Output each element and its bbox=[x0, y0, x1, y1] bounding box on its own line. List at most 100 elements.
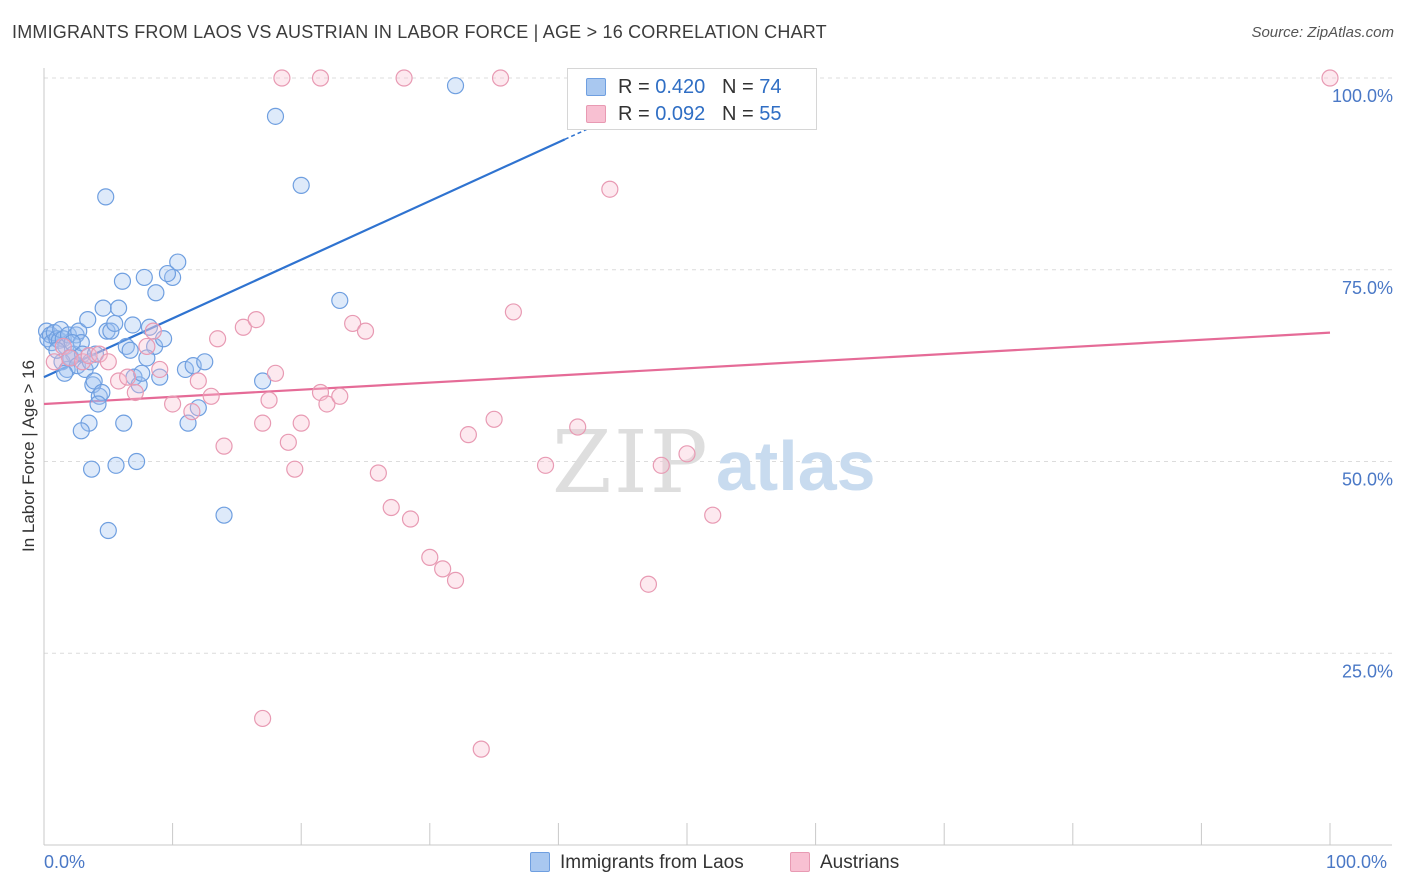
data-point bbox=[279, 433, 297, 451]
data-point bbox=[446, 77, 465, 95]
trend-lines bbox=[43, 121, 1331, 406]
data-point bbox=[215, 437, 233, 455]
data-point bbox=[215, 506, 233, 524]
data-point bbox=[504, 303, 522, 321]
legend-n-label: N = bbox=[721, 76, 760, 98]
data-point bbox=[1321, 69, 1339, 87]
legend-n-value: 55 bbox=[759, 103, 782, 125]
data-point bbox=[135, 268, 153, 287]
x-axis-min-label: 0.0% bbox=[44, 852, 86, 872]
data-point bbox=[169, 253, 187, 271]
data-points bbox=[37, 69, 1339, 758]
y-tick-label: 50.0% bbox=[1342, 470, 1393, 490]
data-point bbox=[266, 107, 285, 125]
y-tick-label: 100.0% bbox=[1332, 86, 1393, 106]
data-point bbox=[106, 314, 124, 333]
data-point bbox=[99, 521, 117, 540]
data-point bbox=[292, 176, 310, 194]
data-point bbox=[569, 418, 587, 436]
data-point bbox=[176, 360, 195, 379]
data-point bbox=[202, 387, 220, 405]
data-point bbox=[144, 322, 162, 340]
legend-label-austrians: Austrians bbox=[820, 852, 900, 873]
data-point bbox=[292, 414, 310, 432]
data-point bbox=[196, 353, 214, 371]
legend-swatch-austrians bbox=[790, 852, 810, 872]
data-point bbox=[395, 69, 413, 87]
data-point bbox=[133, 364, 151, 382]
data-point bbox=[115, 414, 133, 432]
data-point bbox=[107, 456, 125, 474]
data-point bbox=[183, 403, 201, 421]
data-point bbox=[61, 349, 79, 367]
data-point bbox=[94, 299, 112, 317]
y-tick-label: 25.0% bbox=[1342, 661, 1393, 681]
data-point bbox=[79, 311, 97, 329]
watermark-atlas: atlas bbox=[716, 427, 876, 505]
legend-label-laos: Immigrants from Laos bbox=[560, 852, 744, 873]
legend-r-value: 0.420 bbox=[655, 76, 706, 98]
data-point bbox=[311, 69, 330, 87]
y-axis-title: In Labor Force | Age > 16 bbox=[19, 360, 38, 552]
data-point bbox=[459, 426, 477, 444]
data-point bbox=[72, 422, 90, 440]
stats-legend: R = 0.420 N = 74 R = 0.092 N = 55 bbox=[567, 68, 817, 130]
data-point bbox=[421, 548, 439, 566]
data-point bbox=[164, 395, 182, 413]
data-point bbox=[639, 575, 658, 593]
data-point bbox=[234, 318, 252, 336]
legend-n-label: N = bbox=[721, 103, 760, 125]
data-point bbox=[189, 372, 207, 390]
data-point bbox=[124, 316, 142, 334]
chart-title: IMMIGRANTS FROM LAOS VS AUSTRIAN IN LABO… bbox=[12, 22, 827, 42]
data-point bbox=[260, 391, 278, 409]
data-point bbox=[127, 452, 146, 471]
data-point bbox=[121, 341, 139, 359]
legend-swatch-laos bbox=[586, 78, 606, 96]
y-tick-label: 75.0% bbox=[1342, 278, 1393, 298]
data-point bbox=[209, 330, 227, 348]
data-point bbox=[254, 414, 272, 432]
data-point bbox=[652, 456, 670, 474]
data-point bbox=[45, 353, 63, 371]
axes bbox=[43, 68, 1392, 846]
watermark-zip: ZIP bbox=[552, 413, 710, 513]
data-point bbox=[344, 314, 362, 333]
data-point bbox=[485, 410, 503, 428]
source-label: Source: ZipAtlas.com bbox=[1251, 24, 1394, 41]
data-point bbox=[254, 372, 272, 390]
data-point bbox=[55, 364, 74, 382]
data-point bbox=[97, 188, 115, 206]
data-point bbox=[99, 353, 117, 371]
data-point bbox=[266, 364, 285, 382]
data-point bbox=[273, 69, 291, 87]
data-point bbox=[113, 272, 132, 290]
data-point bbox=[678, 445, 696, 463]
data-point bbox=[109, 299, 128, 317]
data-point bbox=[536, 456, 555, 474]
trend-line bbox=[43, 138, 566, 379]
data-point bbox=[401, 510, 420, 528]
data-point bbox=[382, 498, 400, 517]
legend-item-austrians: Austrians bbox=[790, 852, 899, 874]
data-point bbox=[86, 345, 105, 363]
data-point bbox=[126, 383, 144, 402]
legend-swatch-laos bbox=[530, 852, 550, 872]
data-point bbox=[254, 709, 272, 728]
data-point bbox=[286, 460, 304, 478]
data-point bbox=[491, 69, 510, 87]
data-point bbox=[434, 560, 452, 578]
data-point bbox=[369, 464, 387, 482]
data-point bbox=[331, 387, 349, 405]
data-point bbox=[118, 368, 137, 386]
data-point bbox=[82, 460, 101, 478]
data-point bbox=[704, 506, 722, 524]
trend-line bbox=[43, 331, 1331, 406]
legend-swatch-austrians bbox=[586, 105, 606, 123]
legend-r-label: R = bbox=[618, 103, 656, 125]
x-axis-max-label: 100.0% bbox=[1326, 852, 1388, 872]
data-point bbox=[109, 372, 128, 390]
data-point bbox=[247, 311, 265, 329]
data-point bbox=[331, 291, 349, 310]
